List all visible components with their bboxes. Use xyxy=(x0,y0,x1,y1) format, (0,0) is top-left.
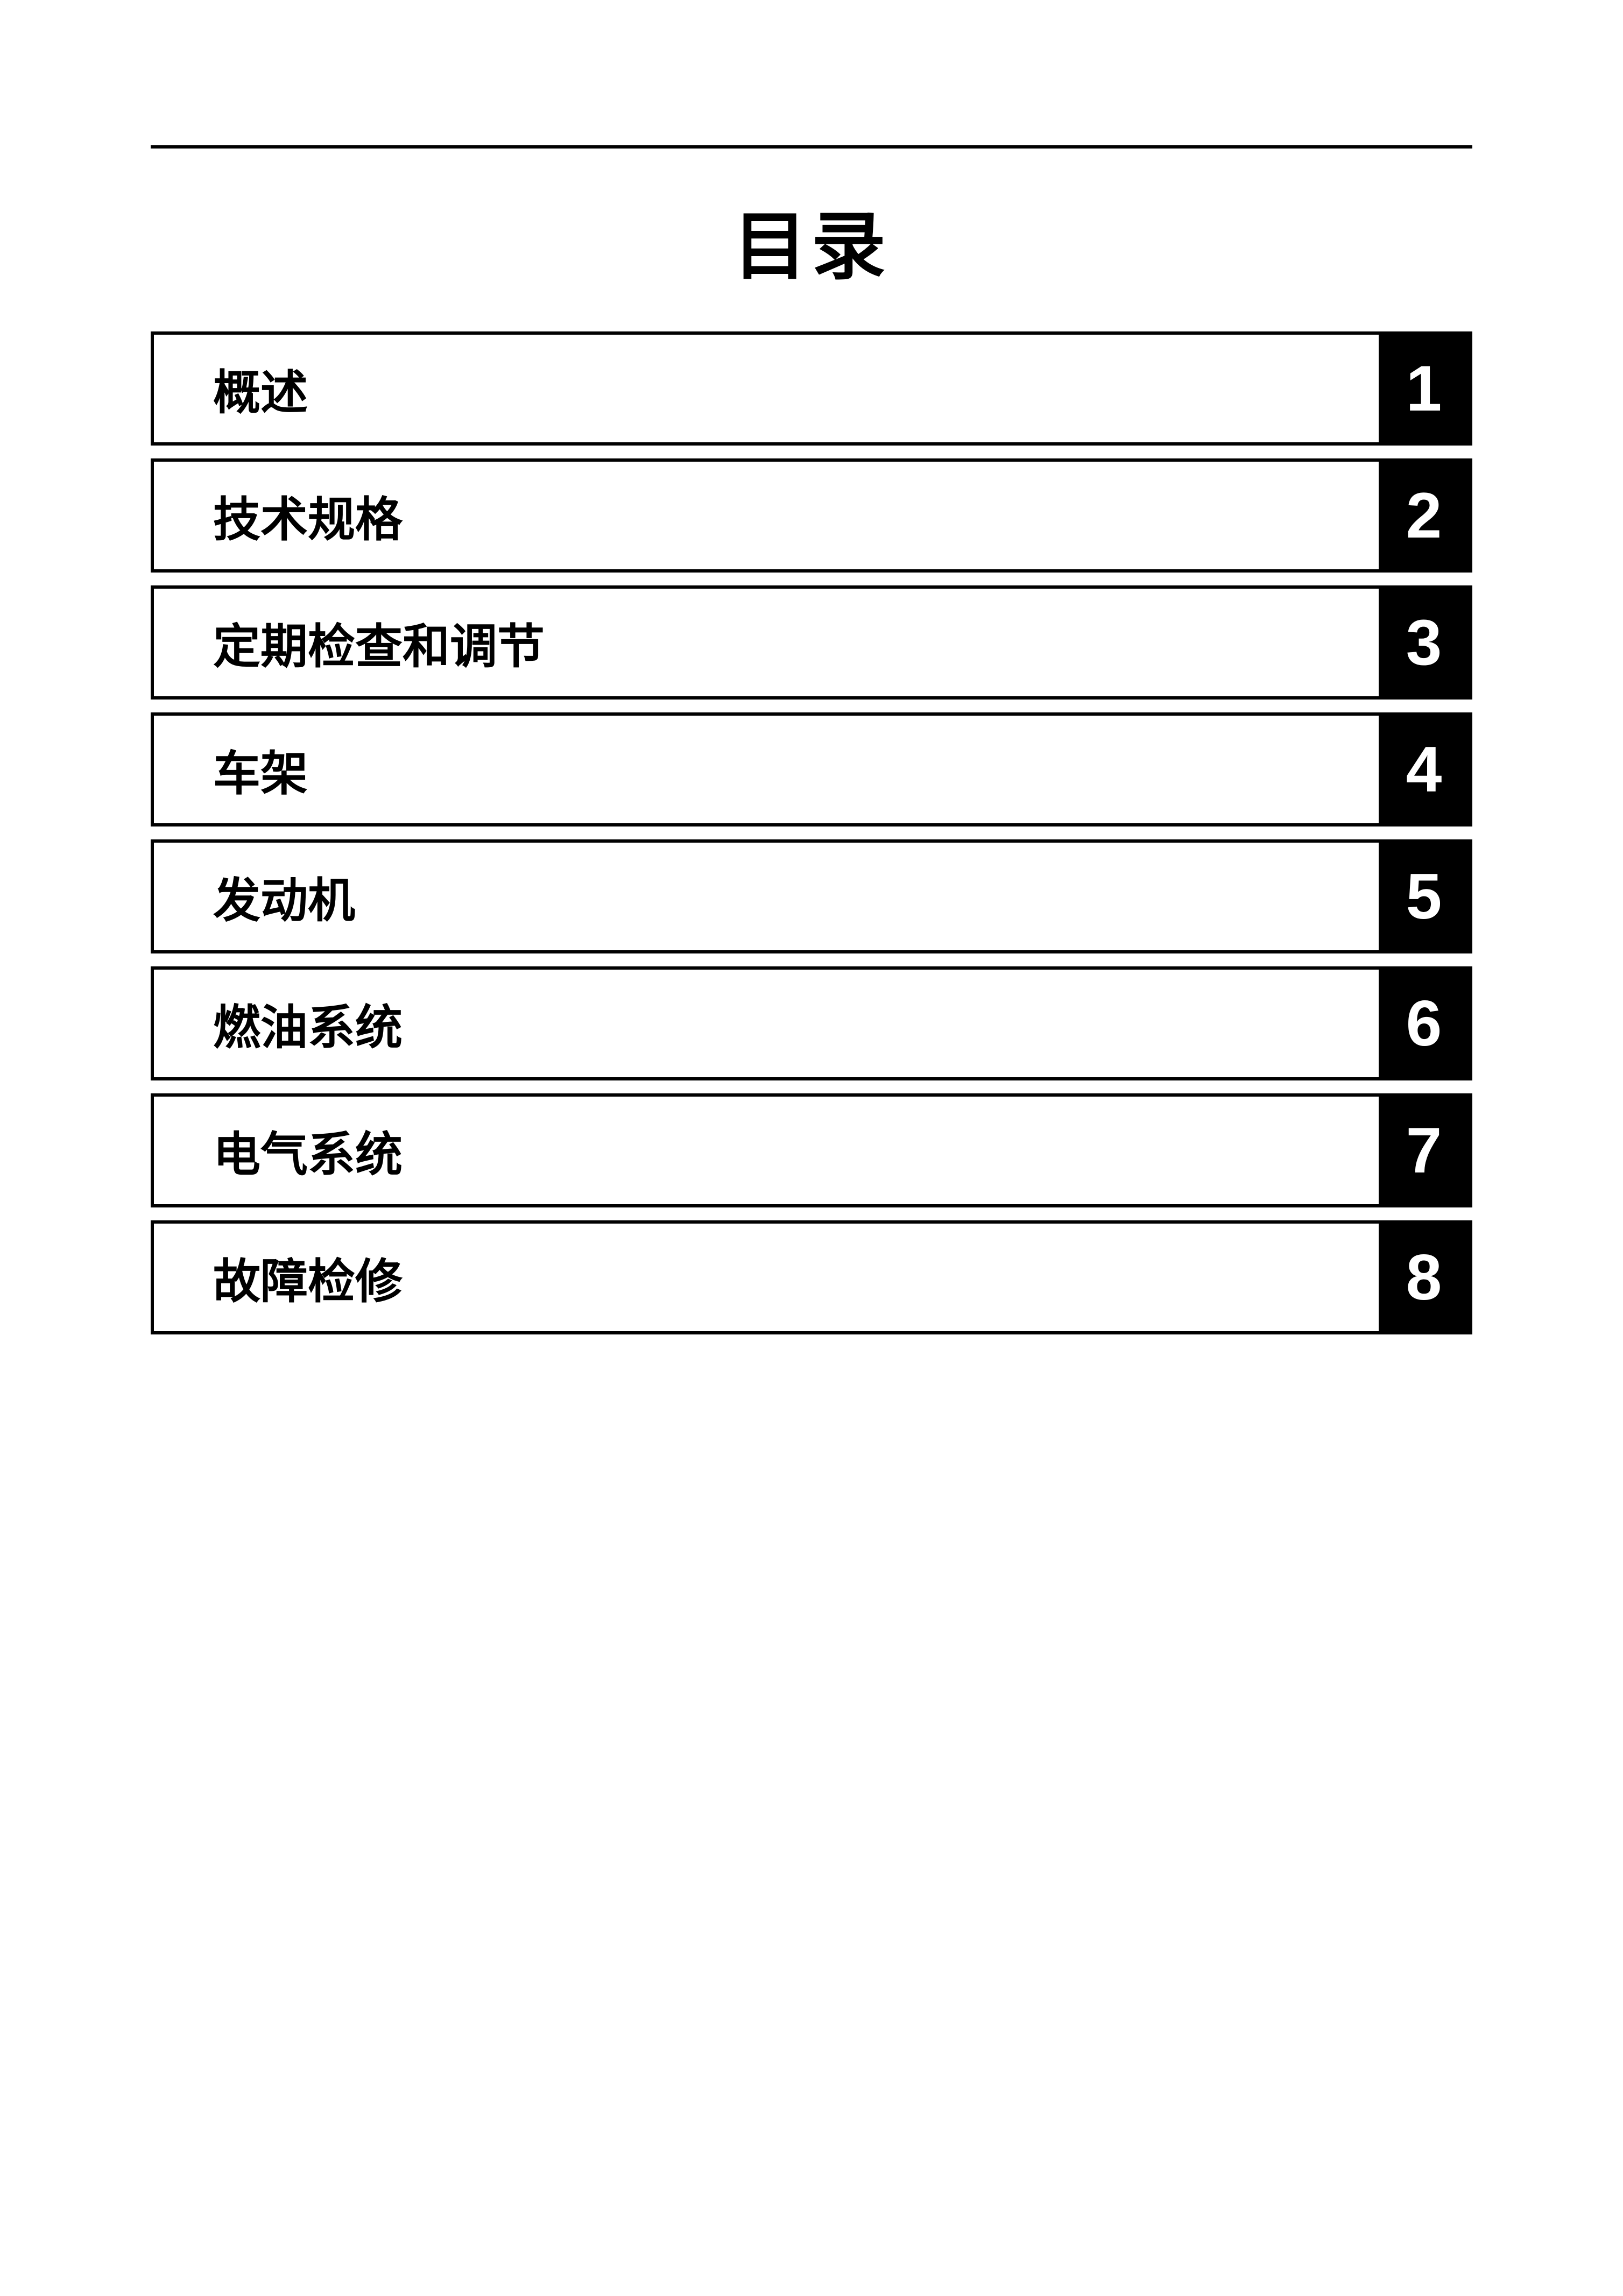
toc-row[interactable]: 电气系统 7 xyxy=(151,1093,1472,1207)
toc-label: 发动机 xyxy=(154,843,1379,950)
toc-row[interactable]: 发动机 5 xyxy=(151,839,1472,953)
toc-row[interactable]: 概述 1 xyxy=(151,331,1472,446)
toc-label: 电气系统 xyxy=(154,1097,1379,1204)
toc-label: 燃油系统 xyxy=(154,970,1379,1077)
toc-list: 概述 1 技术规格 2 定期检查和调节 3 车架 4 发动机 5 燃油系统 6 … xyxy=(151,331,1472,1334)
page-title: 目录 xyxy=(151,186,1472,294)
toc-number: 8 xyxy=(1379,1224,1469,1331)
toc-row[interactable]: 燃油系统 6 xyxy=(151,966,1472,1080)
toc-number: 3 xyxy=(1379,589,1469,696)
toc-row[interactable]: 定期检查和调节 3 xyxy=(151,585,1472,700)
toc-number: 5 xyxy=(1379,843,1469,950)
toc-label: 定期检查和调节 xyxy=(154,589,1379,696)
toc-number: 4 xyxy=(1379,716,1469,823)
top-rule xyxy=(151,145,1472,149)
toc-label: 车架 xyxy=(154,716,1379,823)
toc-number: 6 xyxy=(1379,970,1469,1077)
toc-row[interactable]: 故障检修 8 xyxy=(151,1220,1472,1334)
toc-label: 故障检修 xyxy=(154,1224,1379,1331)
toc-row[interactable]: 车架 4 xyxy=(151,712,1472,826)
toc-number: 2 xyxy=(1379,462,1469,569)
toc-label: 技术规格 xyxy=(154,462,1379,569)
toc-row[interactable]: 技术规格 2 xyxy=(151,458,1472,573)
page-container: 目录 概述 1 技术规格 2 定期检查和调节 3 车架 4 发动机 5 燃油系统… xyxy=(0,0,1623,1334)
toc-number: 7 xyxy=(1379,1097,1469,1204)
toc-number: 1 xyxy=(1379,335,1469,442)
toc-label: 概述 xyxy=(154,335,1379,442)
